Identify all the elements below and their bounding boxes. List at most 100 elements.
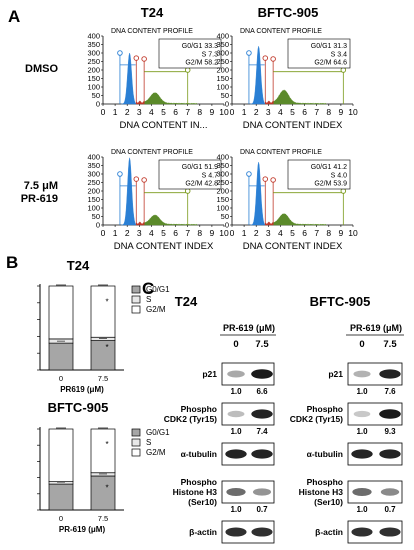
legend-label: G2/M (146, 448, 166, 457)
histogram-profile-title: DNA CONTENT PROFILE (111, 28, 193, 35)
histogram-x-tick-label: 0 (101, 228, 106, 238)
blot-frame (221, 362, 275, 386)
protein-label: Histone H3 (299, 487, 344, 497)
g0g1-peak (121, 52, 137, 105)
western-band (379, 449, 401, 459)
western-band (226, 488, 246, 496)
dose-label: 0 (233, 339, 238, 350)
western-band (225, 527, 247, 537)
stats-line: S 3.4 (331, 51, 347, 58)
stacked-bar-segment (90, 472, 116, 477)
band-quantification: 1.0 (356, 505, 368, 514)
histogram-y-tick-label: 150 (216, 195, 229, 204)
histogram-x-tick-label: 2 (254, 107, 259, 117)
stats-line: S 4.0 (331, 172, 347, 179)
histogram-x-tick-label: 1 (113, 228, 118, 238)
histogram-y-tick-label: 0 (225, 221, 229, 230)
band-quantification: 7.6 (384, 387, 396, 396)
protein-label: Phospho (181, 404, 217, 414)
histogram-x-tick-label: 9 (210, 107, 215, 117)
stats-box (158, 159, 222, 190)
protein-label: CDK2 (Tyr15) (164, 414, 217, 424)
bar-category-label: 7.5 (98, 374, 108, 383)
western-band (351, 449, 373, 459)
stats-line: G2/M 58.2 (185, 60, 218, 67)
protein-label: (Ser10) (188, 497, 217, 507)
legend-swatch (131, 448, 141, 457)
panel-label-a: A (8, 7, 20, 26)
histogram-y-tick-label: 300 (216, 170, 229, 179)
band-quantification: 0.7 (384, 505, 396, 514)
band-quantification: 0.7 (256, 505, 268, 514)
histogram-x-tick-label: 3 (266, 228, 271, 238)
histogram-x-tick-label: 5 (161, 228, 166, 238)
stacked-bar-segment (48, 483, 74, 511)
histogram-y-tick-label: 250 (216, 178, 229, 187)
blot-frame (347, 442, 403, 466)
significance-star: * (105, 343, 108, 352)
histogram-x-tick-label: 8 (197, 107, 202, 117)
histogram-y-tick-label: 350 (216, 161, 229, 170)
g0g1-peak (250, 162, 266, 226)
histogram-x-tick-label: 5 (290, 107, 295, 117)
histogram-x-tick-label: 4 (149, 228, 154, 238)
western-band (251, 449, 273, 459)
stacked-bar-segment (90, 475, 116, 511)
g0g1-peak (250, 46, 266, 105)
histogram-y-tick-label: 350 (216, 40, 229, 49)
histogram-y-tick-label: 50 (221, 91, 229, 100)
gate-marker-g1 (117, 50, 123, 56)
histogram-x-label: DNA CONTENT IN... (120, 120, 208, 131)
western-band (353, 410, 371, 418)
histogram-y-tick-label: 100 (87, 83, 100, 92)
protein-label: (Ser10) (314, 497, 343, 507)
histogram-y-tick-label: 150 (216, 74, 229, 83)
histogram-y-tick-label: 300 (87, 170, 100, 179)
histogram-x-tick-label: 3 (137, 228, 142, 238)
bar-category-label: 0 (59, 514, 63, 523)
treatment-label: PR-619 (μM) (350, 323, 402, 333)
histogram-x-tick-label: 5 (161, 107, 166, 117)
histogram-x-tick-label: 1 (242, 107, 247, 117)
histogram-x-tick-label: 6 (173, 107, 178, 117)
histogram-y-tick-label: 150 (87, 74, 100, 83)
blot-frame (221, 442, 275, 466)
histogram-y-tick-label: 250 (216, 57, 229, 66)
histogram-y-tick-label: 150 (87, 195, 100, 204)
stacked-bar-segment (90, 285, 116, 338)
histogram-y-tick-label: 350 (87, 40, 100, 49)
histogram-x-label: DNA CONTENT INDEX (114, 241, 214, 252)
chart-title: T24 (67, 258, 90, 273)
band-quantification: 1.0 (230, 505, 242, 514)
western-band (352, 488, 372, 496)
histogram-x-tick-label: 2 (125, 228, 130, 238)
western-band (251, 527, 273, 537)
stats-line: S 4.7 (202, 172, 218, 179)
histogram-x-tick-label: 9 (339, 107, 344, 117)
histogram-x-tick-label: 4 (278, 107, 283, 117)
protein-label: Histone H3 (173, 487, 218, 497)
legend-swatch (131, 305, 141, 314)
histogram-y-tick-label: 0 (96, 221, 100, 230)
panel-label-c: C (142, 279, 154, 298)
blot-frame (347, 402, 403, 426)
panel-a-row-label: 7.5 μM (24, 180, 58, 192)
histogram-x-tick-label: 10 (348, 228, 358, 238)
band-quantification: 1.0 (230, 427, 242, 436)
stacked-bar-segment (48, 342, 74, 371)
histogram-x-tick-label: 4 (149, 107, 154, 117)
panel-label-b: B (6, 253, 18, 272)
stats-line: G0/G1 31.3 (311, 43, 347, 50)
western-band (380, 488, 400, 496)
stats-line: G2/M 53.9 (314, 181, 347, 188)
dose-label: 0 (359, 339, 364, 350)
legend-label: G0/G1 (146, 285, 170, 294)
legend-label: S (146, 438, 151, 447)
band-quantification: 6.6 (256, 387, 268, 396)
histogram-y-tick-label: 100 (87, 204, 100, 213)
